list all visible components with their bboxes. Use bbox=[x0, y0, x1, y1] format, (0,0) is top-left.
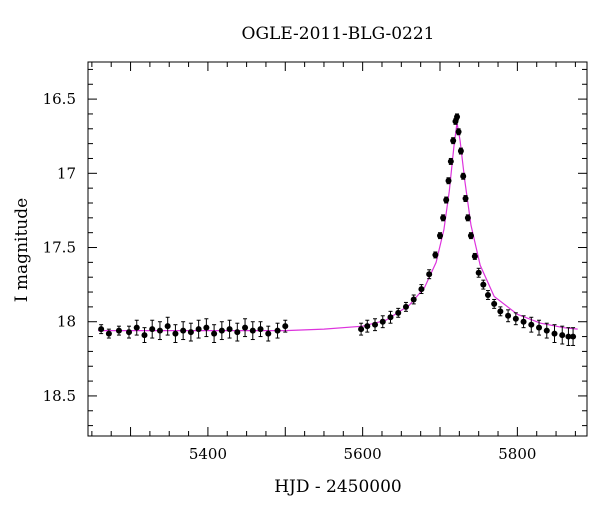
data-point bbox=[149, 326, 156, 333]
data-point bbox=[164, 323, 171, 330]
data-point bbox=[454, 113, 461, 120]
data-point bbox=[282, 323, 289, 330]
data-point bbox=[358, 326, 365, 333]
data-point bbox=[491, 300, 498, 307]
data-point bbox=[203, 324, 210, 331]
x-tick-label: 5600 bbox=[344, 445, 382, 463]
data-point bbox=[187, 329, 194, 336]
data-point bbox=[443, 197, 450, 204]
data-point bbox=[211, 330, 218, 337]
data-point bbox=[265, 330, 272, 337]
data-point bbox=[455, 128, 462, 135]
data-point bbox=[242, 324, 249, 331]
data-point bbox=[395, 309, 402, 316]
data-point bbox=[445, 177, 452, 184]
observations-layer bbox=[98, 113, 577, 346]
y-axis-label: I magnitude bbox=[12, 198, 32, 302]
model-fit-curve bbox=[98, 122, 578, 332]
x-axis-label: HJD - 2450000 bbox=[274, 477, 402, 497]
data-point bbox=[432, 251, 439, 258]
y-tick-label: 17 bbox=[57, 164, 76, 182]
data-point bbox=[379, 318, 386, 325]
x-tick-label: 5800 bbox=[498, 445, 536, 463]
data-point bbox=[141, 332, 148, 339]
axis-ticks bbox=[88, 62, 587, 436]
data-point bbox=[402, 303, 409, 310]
data-point bbox=[512, 315, 519, 322]
data-point bbox=[257, 326, 264, 333]
data-point bbox=[528, 321, 535, 328]
data-point bbox=[133, 324, 140, 331]
data-point bbox=[543, 327, 550, 334]
data-point bbox=[180, 327, 187, 334]
data-point bbox=[440, 214, 447, 221]
tick-labels: 5400 5600 5800 16.5 17 17.5 18 18.5 bbox=[43, 90, 537, 463]
plot-frame bbox=[87, 61, 588, 437]
data-point bbox=[464, 214, 471, 221]
data-point bbox=[520, 318, 527, 325]
data-point bbox=[475, 269, 482, 276]
x-tick-label: 5400 bbox=[189, 445, 227, 463]
data-point bbox=[249, 327, 256, 334]
data-point bbox=[536, 324, 543, 331]
y-tick-label: 18 bbox=[57, 313, 76, 331]
y-tick-label: 16.5 bbox=[43, 90, 76, 108]
data-point bbox=[226, 326, 233, 333]
data-point bbox=[505, 312, 512, 319]
data-point bbox=[115, 327, 122, 334]
data-point bbox=[437, 232, 444, 239]
data-point bbox=[450, 137, 457, 144]
data-point bbox=[418, 286, 425, 293]
y-tick-label: 18.5 bbox=[43, 387, 76, 405]
data-point bbox=[372, 321, 379, 328]
data-point bbox=[98, 326, 105, 333]
data-point bbox=[274, 327, 281, 334]
data-point bbox=[460, 173, 467, 180]
data-point bbox=[447, 158, 454, 165]
data-point bbox=[234, 329, 241, 336]
data-point bbox=[218, 327, 225, 334]
data-point bbox=[457, 148, 464, 155]
data-point bbox=[471, 253, 478, 260]
data-point bbox=[559, 332, 566, 339]
data-point bbox=[364, 323, 371, 330]
data-point bbox=[480, 281, 487, 288]
data-point bbox=[156, 327, 163, 334]
data-point bbox=[172, 330, 179, 337]
data-point bbox=[105, 330, 112, 337]
data-point bbox=[497, 308, 504, 315]
data-point bbox=[570, 333, 577, 340]
data-point bbox=[462, 195, 469, 202]
y-tick-label: 17.5 bbox=[43, 239, 76, 257]
chart-title: OGLE-2011-BLG-0221 bbox=[242, 24, 435, 44]
data-point bbox=[467, 232, 474, 239]
data-point bbox=[551, 330, 558, 337]
data-point bbox=[410, 296, 417, 303]
model-fit-layer bbox=[98, 122, 578, 332]
data-point bbox=[126, 329, 133, 336]
data-point bbox=[484, 292, 491, 299]
data-point bbox=[195, 326, 202, 333]
data-point bbox=[387, 314, 394, 321]
data-point bbox=[565, 333, 572, 340]
data-point bbox=[426, 271, 433, 278]
